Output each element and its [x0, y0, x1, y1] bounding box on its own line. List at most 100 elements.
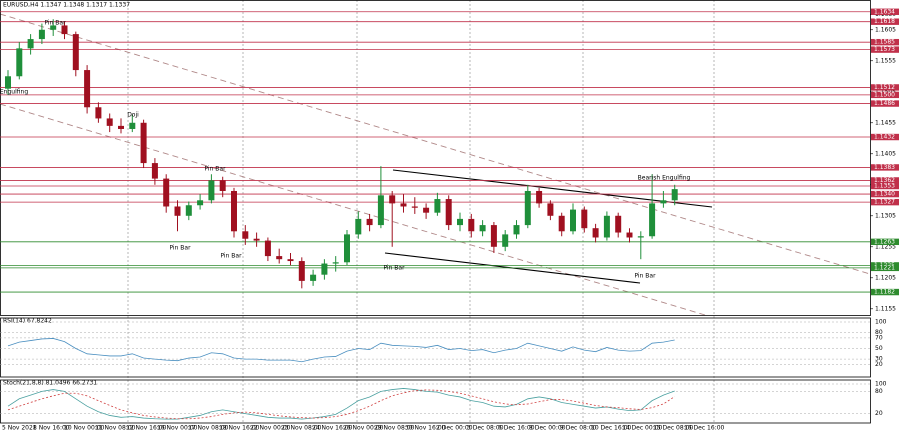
candle-body — [84, 70, 91, 108]
candle-body — [434, 199, 441, 213]
candle-body — [603, 215, 610, 238]
level-label: 1.1573 — [874, 46, 895, 53]
level-label: 1.1221 — [874, 264, 895, 271]
candle-body — [219, 180, 226, 191]
level-label: 1.1512 — [874, 84, 895, 91]
level-label: 1.1340 — [874, 191, 895, 198]
candle-body — [208, 180, 215, 201]
indicator-line — [7, 338, 675, 363]
candle-body — [264, 240, 271, 257]
level-tag — [871, 238, 899, 246]
candle-body — [366, 218, 373, 226]
level-tag — [871, 133, 899, 141]
time-grid — [127, 0, 715, 423]
level-label: 1.1432 — [874, 134, 895, 141]
indicator-line — [7, 388, 675, 420]
level-label: 1.1362 — [874, 177, 895, 184]
candle-body — [377, 195, 384, 226]
x-tick-label: 16 Nov 00:00 — [157, 425, 198, 432]
candle-body — [502, 234, 509, 247]
candle-body — [276, 256, 283, 260]
candle-body — [355, 218, 362, 235]
level-label: 1.1585 — [874, 39, 895, 46]
y-tick-label: 1.1255 — [875, 243, 896, 250]
candle-body — [671, 189, 678, 201]
candle-body — [445, 199, 452, 226]
level-tag — [871, 18, 899, 25]
level-tag — [871, 91, 899, 99]
y-tick-label: 1.1405 — [875, 150, 896, 157]
x-tick-label: 30 Nov 16:00 — [405, 425, 446, 432]
candle-body — [321, 263, 328, 275]
candle-body — [197, 200, 204, 206]
stoch-title: Stoch(21,8,8) 81.0496 66.2731 — [3, 380, 97, 387]
level-label: 1.1353 — [874, 183, 895, 190]
y-tick-label: 1.1305 — [875, 212, 896, 219]
level-tag — [871, 198, 899, 206]
level-tag — [871, 100, 899, 107]
candle-body — [389, 195, 396, 204]
candle-body — [242, 231, 249, 239]
level-tag — [871, 8, 899, 15]
candle-body — [118, 125, 124, 129]
y-tick-label: 80 — [875, 329, 883, 336]
level-tag — [871, 190, 899, 198]
level-label: 1.1383 — [874, 164, 895, 171]
pane-borders — [0, 0, 871, 424]
candle-body — [558, 215, 565, 232]
candle-body — [95, 107, 102, 119]
candle-body — [38, 29, 45, 40]
candle-body — [513, 225, 520, 235]
candle-body — [106, 118, 113, 126]
trend-lines — [0, 13, 871, 316]
level-tag — [871, 46, 899, 53]
annotation: Pin Bar — [169, 245, 191, 252]
level-label: 1.1486 — [874, 100, 895, 107]
y-tick-label: 20 — [875, 361, 883, 368]
y-tick-label: 1.1455 — [875, 119, 896, 126]
candle-body — [151, 163, 158, 179]
candle-body — [16, 48, 23, 77]
level-tag — [871, 38, 899, 46]
level-tag — [871, 84, 899, 91]
annotation: Pin Bar — [634, 273, 656, 280]
candle-body — [637, 236, 644, 238]
level-label: 1.1618 — [874, 18, 895, 25]
x-tick-label: 5 Nov 2021 — [2, 425, 37, 432]
x-tick-label: 18 Nov 16:00 — [219, 425, 260, 432]
y-tick-label: 80 — [875, 388, 883, 395]
rsi-title: RSI(14) 67.8242 — [3, 318, 52, 325]
candle-body — [649, 203, 656, 237]
candle-body — [626, 232, 633, 238]
x-tick-label: 9 Dec 08:00 — [560, 425, 597, 432]
candle-body — [72, 34, 79, 71]
candle-body — [547, 203, 554, 216]
x-tick-label: 10 Dec 16:00 — [591, 425, 632, 432]
candle-body — [298, 261, 305, 281]
candle-body — [490, 225, 497, 247]
candle-body — [411, 206, 418, 208]
level-label: 1.1500 — [874, 91, 895, 98]
candle-body — [231, 190, 237, 232]
x-tick-label: 2 Dec 00:00 — [436, 425, 473, 432]
level-label: 1.1182 — [874, 289, 895, 296]
candle-body — [61, 25, 68, 35]
level-tag — [871, 182, 899, 190]
annotation: Bearish Engulfing — [638, 175, 691, 182]
candle-body — [174, 206, 181, 216]
candle-body — [50, 25, 57, 30]
chart-title: EURUSD,H4 1.1347 1.1348 1.1317 1.1337 — [3, 2, 130, 9]
x-tick-label: 29 Nov 08:00 — [374, 425, 415, 432]
x-tick-label: 12 Nov 16:00 — [126, 425, 167, 432]
candle-body — [479, 225, 486, 232]
annotation: Pin Bar — [383, 265, 405, 272]
candle-body — [592, 228, 599, 238]
candle-body — [468, 218, 475, 232]
candle-body — [185, 205, 192, 216]
y-tick-label: 50 — [875, 345, 883, 352]
candle-body — [524, 190, 531, 226]
annotation: Engulfing — [0, 89, 28, 96]
candle-body — [660, 200, 667, 204]
candle-body — [253, 238, 260, 241]
